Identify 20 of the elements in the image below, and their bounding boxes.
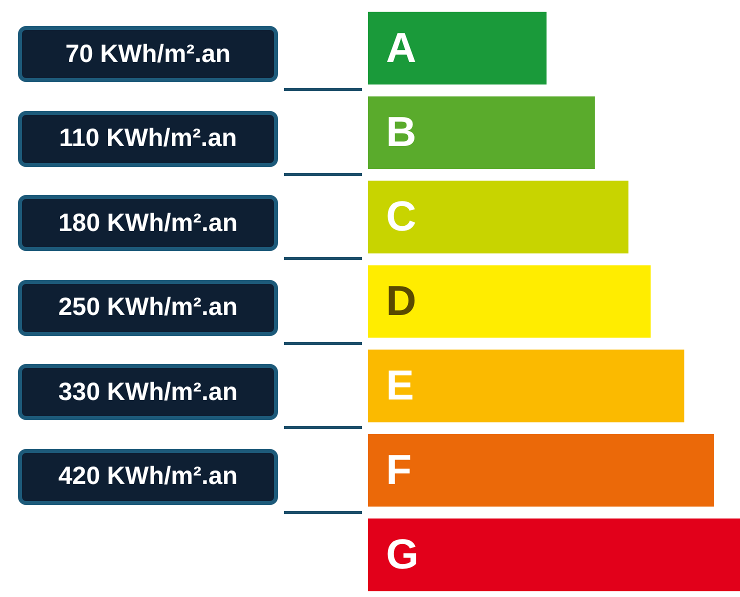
y-tick-label: E [386, 362, 414, 409]
bar [368, 12, 547, 85]
y-tick-label: C [386, 192, 416, 240]
text: 330 KWh/m².an [18, 364, 278, 420]
text: 110 KWh/m².an [18, 110, 278, 167]
text: 70 KWh/m².an [18, 26, 278, 82]
y-tick-label: D [386, 277, 416, 324]
bar [368, 518, 740, 592]
text: 420 KWh/m².an [18, 448, 278, 505]
bar [368, 265, 651, 338]
bar [368, 96, 595, 169]
text: 180 KWh/m².an [18, 195, 278, 252]
bar [368, 180, 628, 254]
y-tick-label: F [386, 446, 412, 493]
y-tick-label: B [386, 108, 416, 156]
y-tick-label: G [386, 530, 419, 578]
bar [368, 434, 714, 507]
text: 250 KWh/m².an [18, 280, 278, 336]
bar [368, 350, 684, 422]
y-tick-label: A [386, 24, 416, 71]
